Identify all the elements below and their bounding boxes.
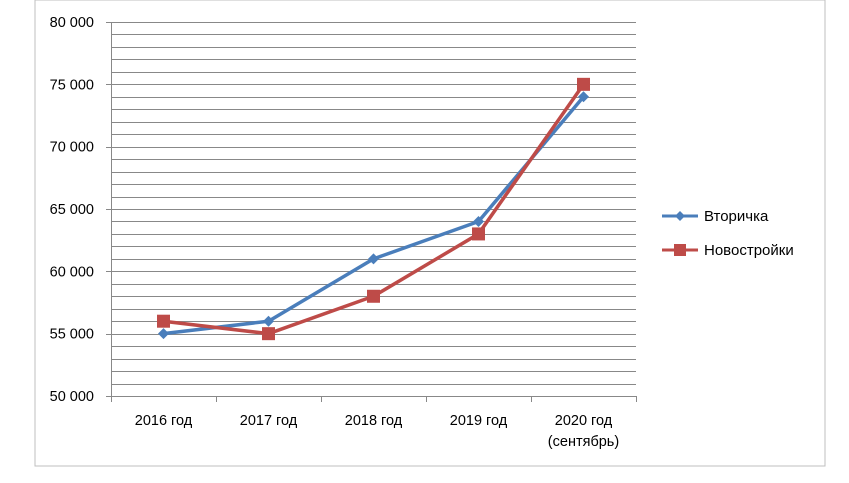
legend-label-series-2: Новостройки <box>704 242 794 259</box>
data-point-diamond <box>158 328 169 340</box>
x-tick-label: 2016 год <box>135 413 193 429</box>
gridlines <box>111 22 636 385</box>
y-tick-label: 70 000 <box>50 140 94 156</box>
data-point-square <box>157 314 170 328</box>
data-point-diamond <box>473 215 484 227</box>
axes <box>106 22 637 402</box>
legend-marker-square <box>674 244 686 256</box>
legend-marker-diamond <box>675 211 685 221</box>
data-point-diamond <box>578 91 589 103</box>
x-tick-label: 2020 год (сентябрь) <box>548 413 619 450</box>
data-point-diamond <box>368 253 379 265</box>
data-point-square <box>262 327 275 341</box>
legend-label-series-1: Вторичка <box>704 208 769 225</box>
chart-border <box>34 0 826 467</box>
data-series <box>157 77 590 341</box>
x-tick-label: 2017 год <box>240 413 298 429</box>
legend: Вторичка Новостройки <box>662 208 794 259</box>
data-point-square <box>367 289 380 303</box>
y-tick-label: 55 000 <box>50 327 94 343</box>
y-axis-tick-labels: 50 000 55 000 60 000 65 000 70 000 75 000 80 0… <box>50 15 94 405</box>
y-tick-label: 60 000 <box>50 264 94 280</box>
y-tick-label: 50 000 <box>50 389 94 405</box>
legend-entry-series-1: Вторичка <box>662 208 769 225</box>
series-2 <box>157 77 590 341</box>
x-tick-label: 2019 год <box>450 413 508 429</box>
data-point-square <box>472 227 485 241</box>
y-tick-label: 80 000 <box>50 15 94 31</box>
x-axis-tick-labels: 2016 год 2017 год 2018 год 2019 год 2020 год… <box>135 413 619 450</box>
y-tick-label: 65 000 <box>50 202 94 218</box>
series-1 <box>158 91 589 340</box>
data-point-square <box>577 77 590 91</box>
y-tick-label: 75 000 <box>50 77 94 93</box>
x-tick-label: 2018 год <box>345 413 403 429</box>
data-point-diamond <box>263 315 274 327</box>
legend-entry-series-2: Новостройки <box>662 242 794 259</box>
